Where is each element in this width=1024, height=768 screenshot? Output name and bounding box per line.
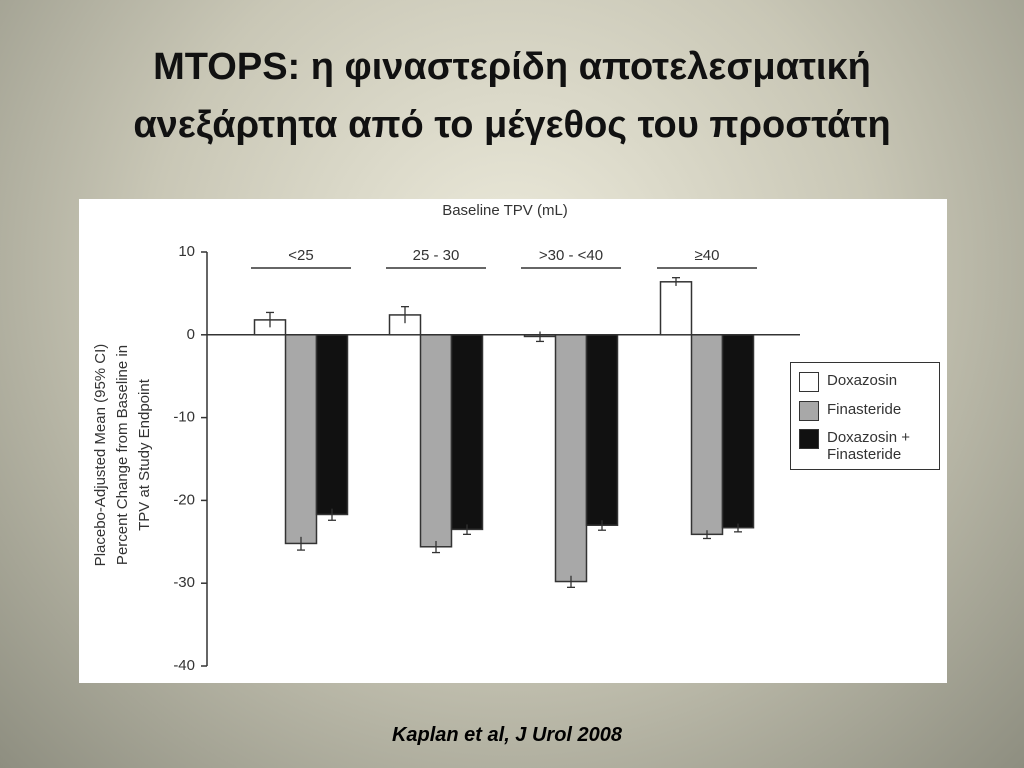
y-axis-label: Placebo-Adjusted Mean (95% CI) bbox=[92, 344, 109, 567]
bar bbox=[659, 281, 693, 336]
y-tick-label: -20 bbox=[173, 491, 195, 508]
y-tick-label: 10 bbox=[178, 243, 195, 260]
bar bbox=[284, 334, 318, 545]
bar bbox=[690, 334, 724, 536]
citation: Kaplan et al, J Urol 2008 bbox=[391, 724, 623, 746]
x-tick-label: >30 - <40 bbox=[539, 247, 603, 264]
slide-title: MTOPS: η φιναστερίδη αποτελεσματική ανεξ… bbox=[0, 38, 1024, 154]
y-tick-label: 0 bbox=[187, 326, 195, 343]
bar bbox=[450, 334, 484, 531]
title-line: MTOPS: η φιναστερίδη αποτελεσματική bbox=[153, 46, 871, 88]
legend-swatch bbox=[799, 401, 819, 421]
y-tick-label: -40 bbox=[173, 657, 195, 674]
x-tick-label: 25 - 30 bbox=[413, 247, 460, 264]
legend-label: Finasteride bbox=[827, 401, 902, 418]
bar bbox=[554, 334, 588, 583]
legend: Doxazosin Finasteride Doxazosin + Finaster… bbox=[790, 362, 940, 470]
legend-item: Finasteride bbox=[799, 401, 937, 421]
x-tick-label: <25 bbox=[288, 247, 313, 264]
legend-item: Doxazosin bbox=[799, 372, 937, 392]
legend-label: Doxazosin + Finasteride bbox=[827, 429, 910, 463]
legend-swatch bbox=[799, 372, 819, 392]
bar bbox=[315, 334, 349, 516]
bar bbox=[585, 334, 619, 526]
x-tick-label: ≥40 bbox=[695, 247, 720, 264]
y-tick-label: -10 bbox=[173, 409, 195, 426]
legend-swatch bbox=[799, 429, 819, 449]
legend-label: Doxazosin bbox=[827, 372, 898, 389]
y-axis-label: Percent Change from Baseline in bbox=[114, 345, 131, 565]
chart-header: Baseline TPV (mL) bbox=[442, 202, 568, 219]
y-axis-label: TPV at Study Endpoint bbox=[136, 378, 153, 531]
title-line: ανεξάρτητα από το μέγεθος του προστάτη bbox=[133, 104, 891, 146]
y-tick-label: -30 bbox=[173, 574, 195, 591]
bar bbox=[419, 334, 453, 548]
bar bbox=[721, 334, 755, 529]
legend-item: Doxazosin + Finasteride bbox=[799, 429, 937, 463]
